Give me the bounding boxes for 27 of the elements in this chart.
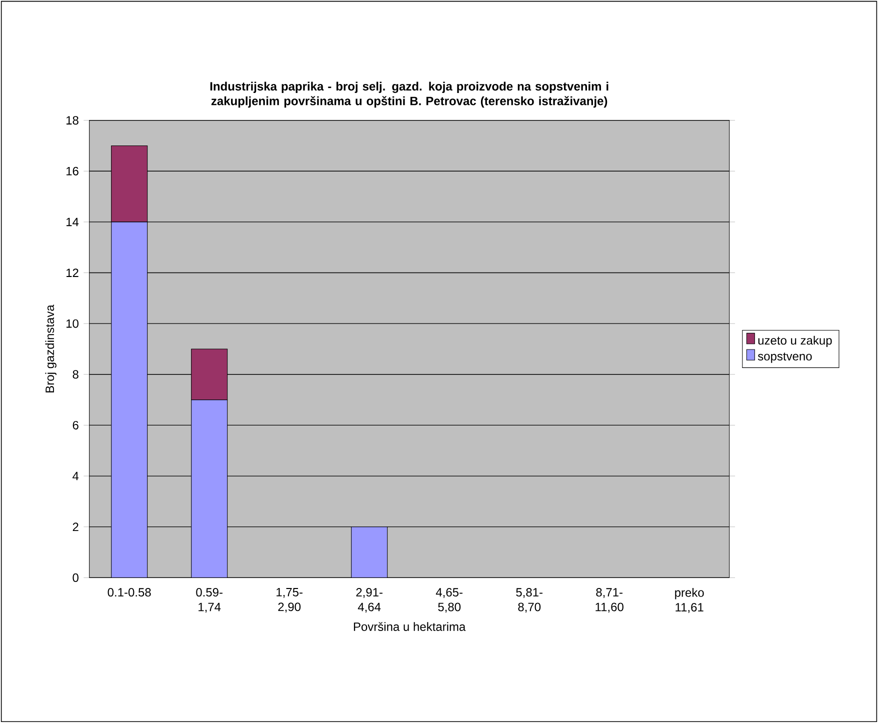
x-tick-label: 1,75- 2,90	[276, 588, 302, 612]
legend-label: sopstveno	[758, 352, 812, 363]
bar	[111, 222, 148, 578]
y-tick-label: 8	[72, 370, 78, 379]
legend-label: uzeto u zakup	[758, 336, 832, 348]
y-tick-label: 14	[66, 218, 79, 226]
y-tick-label: 10	[66, 319, 78, 328]
y-tick-label: 2	[72, 522, 78, 532]
y-tick-label: 0	[72, 573, 78, 582]
x-tick-label: 5,81- 8,70	[516, 588, 542, 613]
bar	[191, 400, 228, 578]
x-axis-title: Površina u hektarima	[354, 622, 466, 631]
chart-title: Industrijska paprika - broj selj. gazd. koja proizvode na sopstvenim i zakupljenim površinama u opštini B. Petrovac (terensko istraživanje)	[210, 82, 608, 108]
y-tick-label: 18	[66, 116, 78, 125]
x-tick-label: 0.59- 1,74	[196, 588, 222, 613]
y-axis-title: Broj gazdinstava	[45, 304, 56, 392]
y-tick-label: 16	[66, 166, 78, 176]
x-tick-label: 8,71- 11,60	[596, 588, 624, 613]
y-tick-label: 4	[72, 472, 79, 480]
bar	[351, 526, 388, 578]
x-tick-label: 0.1-0.58	[108, 588, 151, 597]
x-tick-label: preko 11,61	[675, 588, 704, 613]
x-tick-label: 2,91- 4,64	[356, 588, 382, 613]
y-tick-label: 12	[66, 268, 78, 277]
x-tick-label: 4,65- 5,80	[436, 588, 462, 613]
y-tick-label: 6	[72, 420, 78, 430]
bar	[191, 348, 228, 400]
